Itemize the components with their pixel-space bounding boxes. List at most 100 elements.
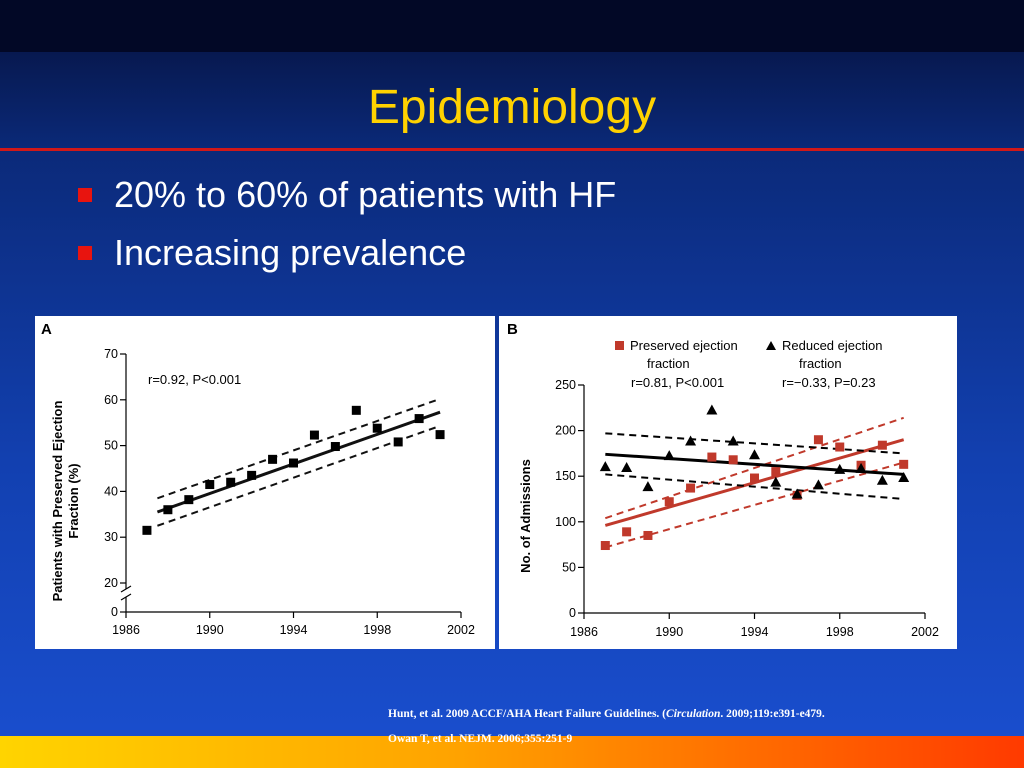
- slide-title: Epidemiology: [367, 81, 657, 134]
- x-tick-label: 1986: [112, 623, 140, 637]
- panel-label-b: B: [507, 321, 518, 338]
- chart-b-points: [599, 404, 910, 551]
- y-tick-label: 40: [104, 484, 118, 498]
- preserved-data-point: [664, 497, 674, 507]
- chart-b-legend: Preserved ejection fraction r=0.81, P<0.…: [615, 338, 882, 390]
- preserved-data-point: [899, 459, 909, 469]
- reduced-ci-upper-line: [605, 432, 904, 455]
- preserved-data-point: [643, 530, 653, 540]
- data-point: [414, 414, 424, 424]
- axis-break-mark: [120, 585, 132, 593]
- preserved-data-point: [622, 527, 632, 537]
- reduced-data-point: [791, 488, 803, 499]
- reduced-data-point: [642, 481, 654, 492]
- preserved-data-point: [728, 455, 738, 465]
- data-point: [330, 442, 340, 452]
- x-tick-label: 1994: [280, 623, 308, 637]
- chart-b-fit-lines: [604, 416, 905, 549]
- data-point: [309, 430, 319, 440]
- citation-text: . 2009;119:e391-e479.: [720, 708, 825, 720]
- data-point: [268, 454, 278, 464]
- bullet-text: Increasing prevalence: [114, 232, 467, 273]
- preserved-data-point: [813, 435, 823, 445]
- axis-break-mark: [120, 593, 132, 601]
- x-tick-label: 1998: [363, 623, 391, 637]
- data-point: [351, 405, 361, 415]
- y-tick-label: 0: [569, 606, 576, 620]
- reduced-data-point: [855, 462, 867, 473]
- preserved-data-point: [750, 473, 759, 483]
- preserved-ci-upper-line: [604, 416, 905, 520]
- panel-label-a: A: [41, 321, 52, 338]
- legend-reduced-stat: r=−0.33, P=0.23: [782, 375, 876, 390]
- citation-line-2: Owan T, et al. NEJM. 2006;355:251-9: [388, 733, 573, 745]
- data-point: [205, 480, 215, 490]
- reduced-ci-lower-line: [605, 473, 904, 500]
- y-tick-label: 250: [555, 378, 576, 392]
- y-tick-label: 200: [555, 424, 576, 438]
- reduced-data-point: [898, 472, 910, 483]
- legend-reduced-label-line1: Reduced ejection: [782, 338, 882, 353]
- y-tick-label: 30: [104, 530, 118, 544]
- chart-panel-a: A Patients with Preserved Ejection Fract…: [35, 316, 495, 649]
- reduced-data-point: [834, 463, 846, 474]
- data-point: [372, 423, 382, 433]
- data-point: [289, 458, 298, 468]
- reduced-regression-line: [605, 452, 904, 476]
- y-tick-label: 50: [104, 439, 118, 453]
- chart-b-ylabel: No. of Admissions: [518, 459, 533, 573]
- chart-a-svg: A Patients with Preserved Ejection Fract…: [41, 321, 475, 637]
- reduced-data-point: [685, 435, 697, 446]
- bullet-marker-icon: [78, 246, 92, 260]
- x-tick-label: 1986: [570, 625, 598, 639]
- data-point: [435, 430, 445, 440]
- preserved-data-point: [600, 541, 610, 551]
- chart-b-svg: B No. of Admissions Preserved ejection f…: [507, 321, 939, 639]
- citation-text: Hunt, et al. 2009 ACCF/AHA Heart Failure…: [388, 708, 667, 720]
- preserved-data-point: [835, 442, 845, 452]
- preserved-data-point: [771, 467, 781, 477]
- title-divider: [0, 148, 1024, 151]
- y-tick-label: 60: [104, 393, 118, 407]
- legend-preserved-stat: r=0.81, P<0.001: [631, 375, 724, 390]
- bottom-accent-bar: [0, 736, 1024, 768]
- data-point: [247, 470, 257, 480]
- data-point: [393, 437, 403, 447]
- chart-panel-b: B No. of Admissions Preserved ejection f…: [499, 316, 957, 649]
- reduced-data-point: [727, 435, 739, 446]
- legend-reduced-triangle-icon: [766, 341, 776, 350]
- reduced-data-point: [599, 461, 611, 472]
- y-tick-label: 100: [555, 515, 576, 529]
- y-tick-label: 0: [111, 605, 118, 619]
- data-point: [184, 495, 194, 505]
- legend-preserved-label-line2: fraction: [647, 356, 690, 371]
- bullet-item: Increasing prevalence: [78, 224, 616, 282]
- y-tick-label: 150: [555, 469, 576, 483]
- preserved-regression-line: [604, 438, 905, 527]
- y-tick-label: 20: [104, 576, 118, 590]
- bullet-marker-icon: [78, 188, 92, 202]
- legend-preserved-label-line1: Preserved ejection: [630, 338, 738, 353]
- y-tick-label: 70: [104, 347, 118, 361]
- preserved-data-point: [707, 452, 717, 462]
- citation-journal: Circulation: [666, 708, 721, 720]
- reduced-data-point: [770, 476, 782, 487]
- x-tick-label: 1990: [196, 623, 224, 637]
- chart-a-ylabel-line2: Fraction (%): [66, 463, 81, 538]
- preserved-ci-lower-line: [605, 461, 904, 549]
- reduced-data-point: [749, 449, 760, 460]
- chart-b-axes: 0 50 100 150 200 250 1986 1990 1994 1998 2002: [555, 378, 939, 639]
- chart-a-axes: 0 20 30 40 50 60 70 1986 1990 1994 1998 2002: [104, 347, 475, 637]
- bullet-list: 20% to 60% of patients with HF Increasin…: [78, 166, 616, 282]
- data-point: [142, 525, 152, 535]
- chart-a-points: [142, 405, 445, 535]
- bullet-text: 20% to 60% of patients with HF: [114, 174, 617, 215]
- y-tick-label: 50: [562, 560, 576, 574]
- data-point: [163, 505, 173, 515]
- x-tick-label: 1998: [826, 625, 854, 639]
- legend-preserved-square-icon: [615, 341, 624, 350]
- reduced-data-point: [812, 479, 824, 490]
- data-point: [226, 477, 236, 487]
- preserved-data-point: [877, 440, 887, 450]
- reduced-data-point: [706, 404, 718, 415]
